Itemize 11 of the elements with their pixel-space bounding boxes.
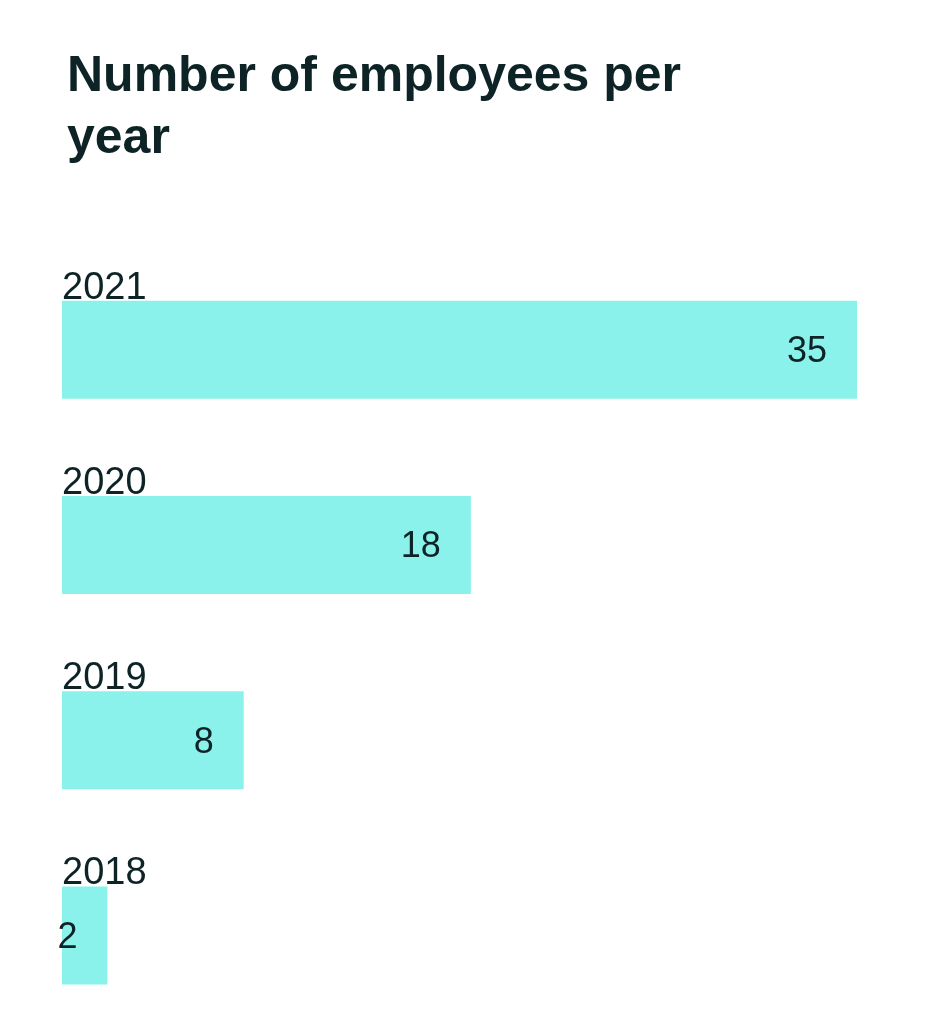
data-label: 35 bbox=[786, 329, 827, 371]
data-label: 8 bbox=[193, 719, 214, 761]
bar bbox=[62, 495, 471, 594]
bar bbox=[62, 691, 244, 790]
y-tick-label: 2020 bbox=[62, 459, 147, 502]
y-tick-label: 2018 bbox=[62, 850, 147, 893]
chart-title: Number of employees per year bbox=[67, 46, 695, 164]
data-label: 18 bbox=[400, 524, 441, 566]
y-tick-label: 2021 bbox=[62, 264, 147, 307]
y-tick-label: 2019 bbox=[62, 655, 147, 698]
bar bbox=[62, 300, 857, 399]
